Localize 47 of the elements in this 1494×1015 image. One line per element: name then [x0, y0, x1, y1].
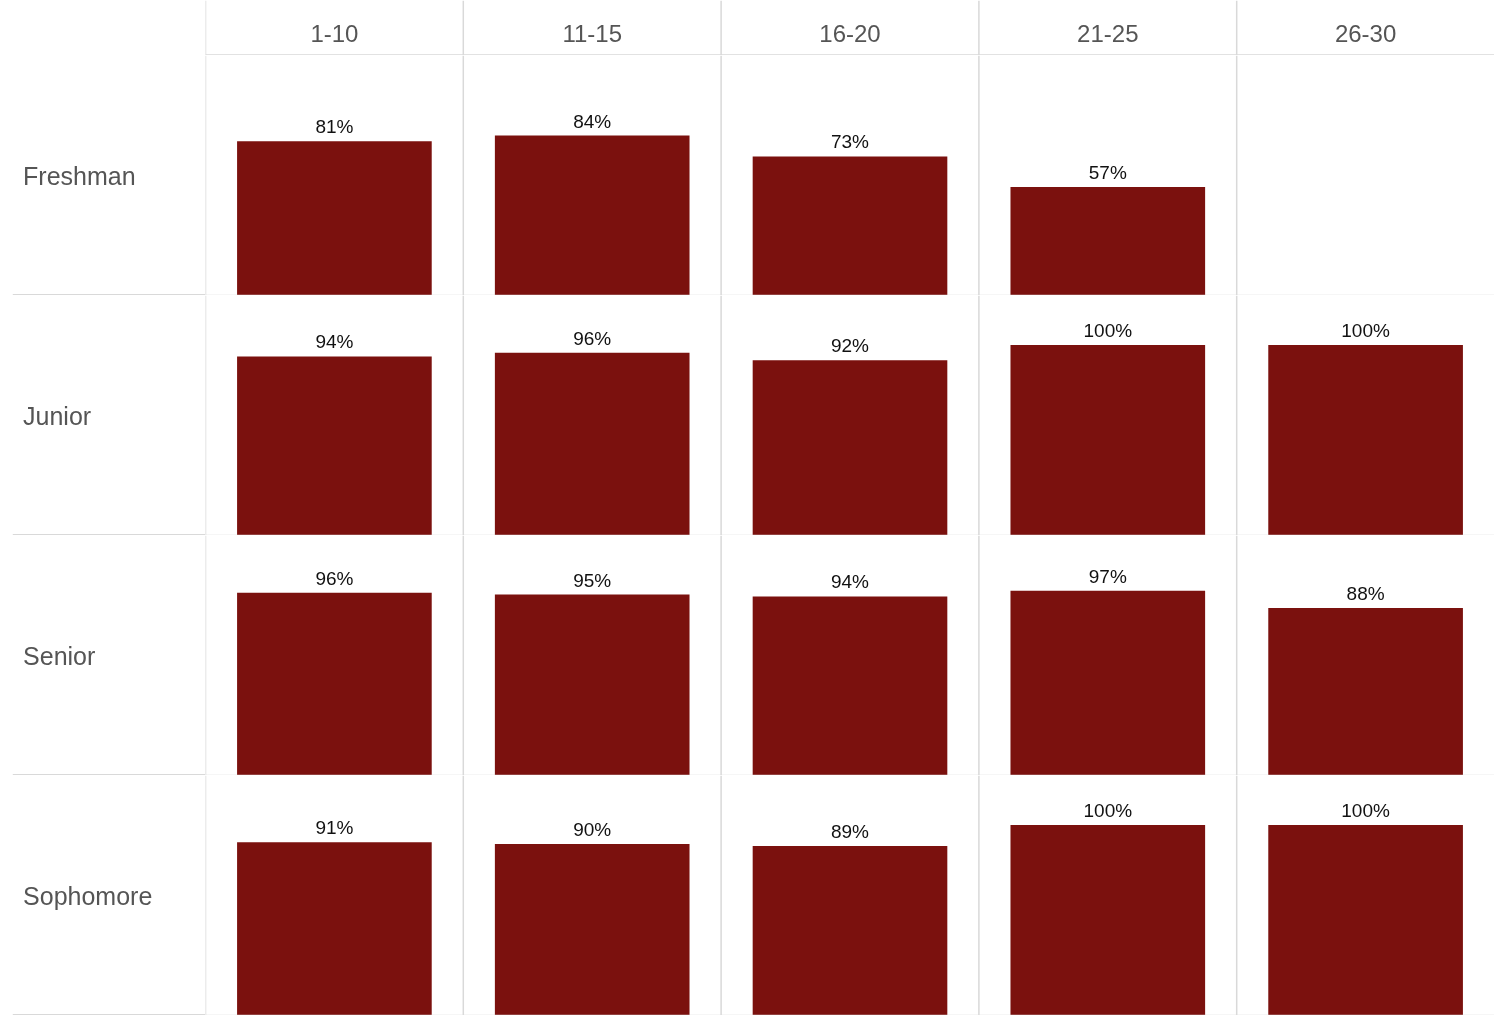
- bar: [494, 135, 690, 295]
- bar: [1010, 345, 1206, 535]
- data-label: 88%: [1346, 582, 1385, 604]
- y-axis-title: Freshman: [23, 161, 136, 190]
- x-tick-label: 21-25: [1077, 20, 1139, 47]
- data-label: 96%: [315, 567, 354, 589]
- bar: [752, 596, 948, 775]
- bar: [494, 594, 690, 775]
- data-label: 57%: [1088, 161, 1127, 183]
- x-tick-label: 26-30: [1334, 20, 1397, 47]
- x-tick-label: 1-10: [310, 20, 359, 47]
- bar: [494, 844, 690, 1015]
- x-tick-label: 11-15: [562, 20, 623, 47]
- data-label: 97%: [1088, 565, 1127, 587]
- y-axis-title: Sophomore: [23, 881, 153, 910]
- data-label: 100%: [1341, 800, 1390, 822]
- y-axis-title: Senior: [23, 641, 96, 670]
- y-axis-title: Junior: [23, 401, 92, 430]
- data-label: 94%: [315, 331, 354, 353]
- data-label: 95%: [573, 569, 612, 591]
- data-label: 96%: [573, 327, 612, 349]
- data-label: 92%: [830, 335, 870, 357]
- bar: [237, 141, 432, 295]
- bar: [237, 592, 432, 775]
- data-label: 73%: [830, 131, 870, 153]
- bar: [237, 356, 432, 535]
- bar: [752, 845, 948, 1015]
- data-label: 84%: [573, 110, 612, 132]
- data-label: 81%: [315, 116, 354, 138]
- data-label: 100%: [1083, 800, 1133, 822]
- bar: [752, 156, 948, 295]
- data-label: 90%: [573, 819, 612, 841]
- bar: [237, 842, 432, 1015]
- bar: [1268, 607, 1463, 775]
- bar: [494, 352, 690, 535]
- data-label: 100%: [1083, 320, 1133, 342]
- data-label: 89%: [830, 820, 870, 842]
- x-tick-label: 16-20: [819, 20, 881, 47]
- bar: [1010, 590, 1206, 775]
- data-label: 91%: [315, 817, 354, 839]
- bar: [1010, 186, 1206, 295]
- bar: [1268, 345, 1463, 535]
- bar: [1010, 825, 1206, 1015]
- bar: [1268, 825, 1463, 1015]
- data-label: 94%: [830, 571, 870, 593]
- data-label: 100%: [1341, 320, 1390, 342]
- bar: [752, 360, 948, 535]
